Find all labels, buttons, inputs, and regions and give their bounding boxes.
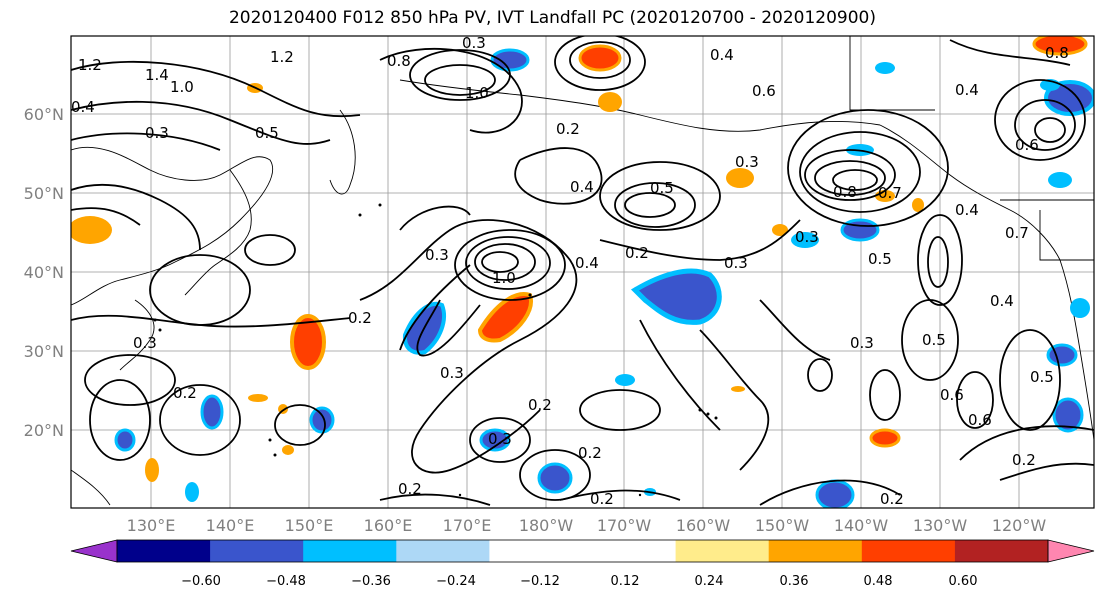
svg-text:1.0: 1.0 (492, 269, 516, 287)
svg-text:1.2: 1.2 (270, 48, 294, 66)
svg-text:150°W: 150°W (755, 516, 810, 535)
svg-text:130°W: 130°W (913, 516, 968, 535)
svg-text:0.2: 0.2 (1012, 451, 1036, 469)
svg-text:0.4: 0.4 (955, 81, 979, 99)
svg-text:0.3: 0.3 (440, 364, 464, 382)
colorbar-arrow-low (70, 539, 118, 563)
svg-text:140°W: 140°W (834, 516, 889, 535)
svg-text:0.2: 0.2 (556, 120, 580, 138)
svg-text:0.3: 0.3 (145, 124, 169, 142)
cb-tick: −0.24 (436, 574, 476, 589)
svg-text:1.2: 1.2 (78, 56, 102, 74)
svg-text:0.6: 0.6 (940, 386, 964, 404)
svg-text:0.3: 0.3 (724, 254, 748, 272)
svg-text:0.5: 0.5 (1030, 368, 1054, 386)
cb-tick: 0.12 (611, 574, 640, 589)
svg-text:0.4: 0.4 (570, 178, 594, 196)
svg-text:160°E: 160°E (364, 516, 413, 535)
svg-text:130°E: 130°E (127, 516, 176, 535)
svg-text:0.2: 0.2 (590, 490, 614, 508)
svg-text:0.4: 0.4 (71, 98, 95, 116)
svg-text:0.3: 0.3 (850, 334, 874, 352)
colorbar-frame (116, 539, 1049, 563)
svg-text:0.2: 0.2 (398, 480, 422, 498)
svg-text:0.6: 0.6 (968, 411, 992, 429)
svg-text:0.8: 0.8 (833, 183, 857, 201)
cb-tick: −0.48 (266, 574, 306, 589)
cb-tick: 0.24 (695, 574, 724, 589)
svg-text:0.2: 0.2 (578, 444, 602, 462)
svg-text:0.5: 0.5 (255, 124, 279, 142)
svg-text:150°E: 150°E (285, 516, 334, 535)
svg-text:0.3: 0.3 (795, 228, 819, 246)
svg-text:0.6: 0.6 (752, 82, 776, 100)
longitude-labels: 130°E 140°E 150°E 160°E 170°E 180°W 170°… (127, 516, 1047, 535)
svg-text:60°N: 60°N (24, 105, 64, 124)
colorbar-segment (489, 540, 583, 562)
svg-text:180°W: 180°W (519, 516, 574, 535)
svg-text:170°W: 170°W (597, 516, 652, 535)
svg-text:0.5: 0.5 (922, 331, 946, 349)
svg-text:0.2: 0.2 (528, 396, 552, 414)
colorbar-segment (768, 540, 863, 562)
map-title: 2020120400 F012 850 hPa PV, IVT Landfall… (228, 8, 876, 28)
svg-text:0.8: 0.8 (387, 52, 411, 70)
colorbar-segment (303, 540, 397, 562)
svg-text:0.3: 0.3 (462, 34, 486, 52)
cb-tick: −0.60 (181, 574, 221, 589)
cb-tick: 0.60 (949, 574, 978, 589)
svg-text:20°N: 20°N (24, 421, 64, 440)
svg-text:0.3: 0.3 (133, 334, 157, 352)
svg-text:0.2: 0.2 (880, 490, 904, 508)
svg-text:0.7: 0.7 (878, 184, 902, 202)
cb-tick: −0.12 (520, 574, 560, 589)
colorbar (70, 539, 1095, 563)
cb-tick: −0.36 (351, 574, 391, 589)
svg-text:0.4: 0.4 (575, 254, 599, 272)
plot-frame (70, 35, 1095, 509)
svg-text:0.8: 0.8 (1045, 44, 1069, 62)
ivt-contours (71, 36, 1094, 506)
latitude-labels: 60°N 50°N 40°N 30°N 20°N (24, 105, 64, 440)
svg-text:50°N: 50°N (24, 184, 64, 203)
svg-text:40°N: 40°N (24, 263, 64, 282)
svg-text:0.4: 0.4 (955, 201, 979, 219)
svg-text:0.6: 0.6 (1015, 136, 1039, 154)
svg-text:30°N: 30°N (24, 342, 64, 361)
svg-text:1.4: 1.4 (145, 66, 169, 84)
svg-text:0.7: 0.7 (1005, 224, 1029, 242)
svg-text:0.3: 0.3 (425, 246, 449, 264)
svg-text:0.2: 0.2 (625, 244, 649, 262)
svg-text:0.4: 0.4 (990, 292, 1014, 310)
svg-text:0.2: 0.2 (348, 309, 372, 327)
cb-tick: 0.36 (780, 574, 809, 589)
colorbar-segment (861, 540, 956, 562)
colorbar-segment (210, 540, 304, 562)
svg-text:0.5: 0.5 (650, 179, 674, 197)
colorbar-segment (117, 540, 211, 562)
cb-tick: 0.48 (864, 574, 893, 589)
svg-text:1.0: 1.0 (170, 78, 194, 96)
svg-text:0.3: 0.3 (488, 430, 512, 448)
svg-text:0.2: 0.2 (173, 384, 197, 402)
svg-text:170°E: 170°E (443, 516, 492, 535)
colorbar-segment (396, 540, 490, 562)
svg-text:120°W: 120°W (992, 516, 1047, 535)
svg-text:1.0: 1.0 (465, 84, 489, 102)
colorbar-segment (675, 540, 770, 562)
colorbar-tick-labels: −0.60 −0.48 −0.36 −0.24 −0.12 0.12 0.24 … (181, 574, 977, 589)
svg-text:0.5: 0.5 (868, 250, 892, 268)
islands (153, 203, 718, 497)
svg-text:140°E: 140°E (206, 516, 255, 535)
svg-text:160°W: 160°W (676, 516, 731, 535)
svg-text:0.4: 0.4 (710, 46, 734, 64)
colorbar-segment (582, 540, 677, 562)
svg-text:0.3: 0.3 (735, 153, 759, 171)
contour-labels: 1.2 1.2 1.4 1.0 0.4 0.3 0.5 0.8 0.3 1.0 … (71, 34, 1069, 508)
colorbar-arrow-high (1047, 539, 1095, 563)
colorbar-segment (954, 540, 1049, 562)
